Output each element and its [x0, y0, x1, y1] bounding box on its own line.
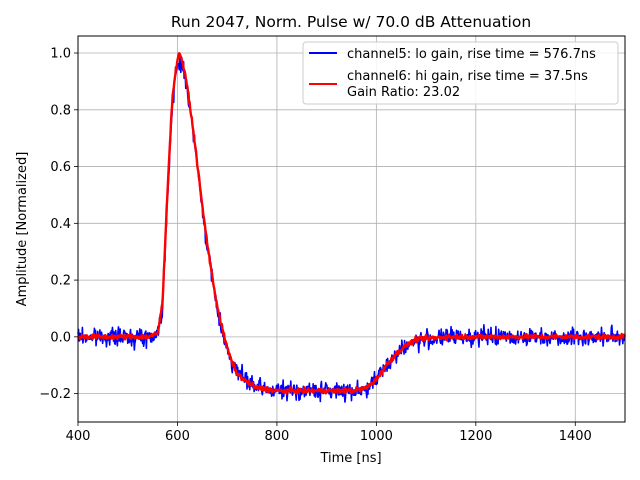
legend-gain-ratio: Gain Ratio: 23.02 [347, 85, 460, 100]
y-tick-label: 0.8 [50, 103, 71, 118]
y-axis-label: Amplitude [Normalized] [15, 152, 30, 307]
y-tick-label: 1.0 [50, 47, 71, 62]
chart-title: Run 2047, Norm. Pulse w/ 70.0 dB Attenua… [171, 13, 531, 31]
x-tick-label: 1200 [459, 429, 492, 444]
series-line-channel6 [77, 52, 626, 395]
legend-label-channel6: channel6: hi gain, rise time = 37.5ns [347, 69, 588, 84]
legend-label-channel5: channel5: lo gain, rise time = 576.7ns [347, 47, 596, 62]
y-tick-label: 0.6 [50, 160, 71, 175]
legend-box [302, 41, 619, 105]
legend: channel5: lo gain, rise time = 576.7ns c… [302, 41, 619, 105]
y-tick-label: 0.2 [50, 274, 71, 289]
y-tick-label: 0.0 [50, 330, 71, 345]
y-axis-ticks: −0.2 0.0 0.2 0.4 0.6 0.8 1.0 [39, 47, 78, 402]
series-layer [77, 52, 626, 403]
x-tick-label: 1400 [559, 429, 592, 444]
series-line-channel5 [77, 53, 626, 403]
x-tick-label: 600 [165, 429, 190, 444]
x-tick-label: 400 [66, 429, 91, 444]
x-tick-label: 1000 [360, 429, 393, 444]
x-axis-label: Time [ns] [319, 451, 381, 466]
x-tick-label: 800 [264, 429, 289, 444]
x-axis-ticks: 400 600 800 1000 1200 1400 [66, 422, 592, 444]
y-tick-label: 0.4 [50, 217, 71, 232]
plot-frame [77, 35, 626, 423]
y-tick-label: −0.2 [39, 387, 71, 402]
